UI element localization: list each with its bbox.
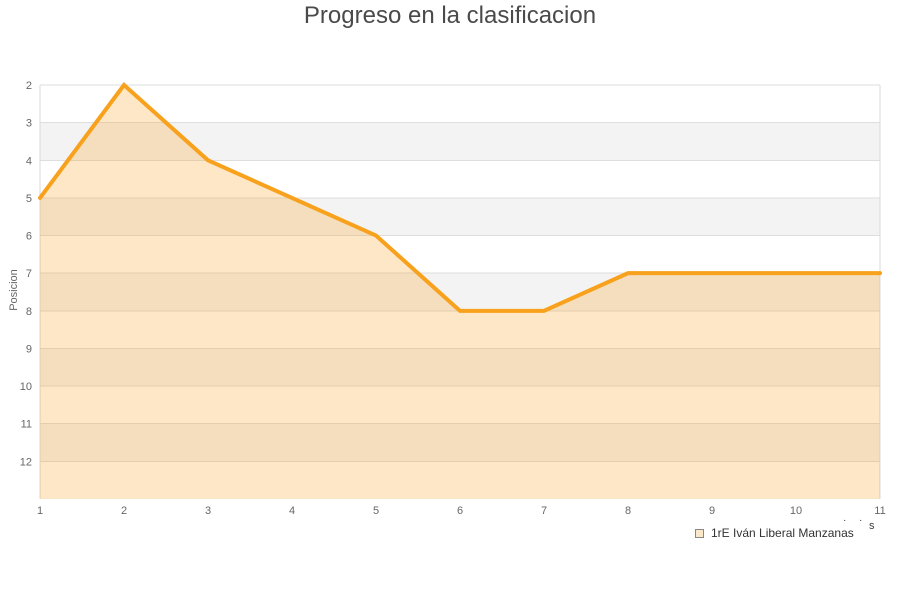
x-tick-label: 1 [37,505,43,517]
y-tick-label: 10 [20,381,32,393]
y-tick-label: 11 [21,419,32,431]
x-tick-label: 4 [289,505,295,517]
plot-band [40,386,880,424]
series-line [38,82,882,313]
series-area [40,85,880,499]
legend-swatch-icon [695,528,704,538]
y-tick-label: 12 [20,456,32,468]
plot-band [40,461,880,499]
y-tick-label: 4 [26,155,32,167]
chart-title: Progreso en la clasificacion [303,2,597,29]
y-tick-label: 9 [26,343,32,355]
legend-overflow-letter: s [869,520,875,532]
x-tick-label: 7 [541,505,547,517]
plot-band [40,273,880,311]
plot-band [40,122,880,161]
x-tick-label: 6 [457,505,463,517]
legend-label: 1rE Iván Liberal Manzanas [711,526,854,540]
y-tick-label: 8 [26,306,32,318]
x-tick-label: 9 [709,505,715,517]
legend[interactable]: 1rE Iván Liberal Manzanas [695,526,854,540]
y-tick-label: 3 [26,118,32,130]
plot-band [40,235,880,274]
y-tick-label: 6 [26,231,32,243]
legend-overflow-dot: · [843,515,847,526]
plot-band [40,348,880,387]
y-tick-label: 7 [26,268,32,280]
x-tick-label: 11 [874,505,885,517]
x-tick-label: 5 [373,505,379,517]
x-tick-label: 3 [205,505,211,517]
y-axis-title: Posicion [8,269,20,311]
x-tick-label: 8 [625,505,631,517]
plot-band [40,423,880,462]
y-tick-label: 5 [26,193,32,205]
x-tick-label: 10 [790,505,802,517]
plot-band [40,160,880,198]
y-tick-label: 2 [26,80,32,92]
legend-overflow-dot: · [859,515,863,526]
plot-band [40,85,880,123]
plot-band [40,197,880,236]
plot-band [40,310,880,349]
x-tick-label: 2 [121,505,127,517]
